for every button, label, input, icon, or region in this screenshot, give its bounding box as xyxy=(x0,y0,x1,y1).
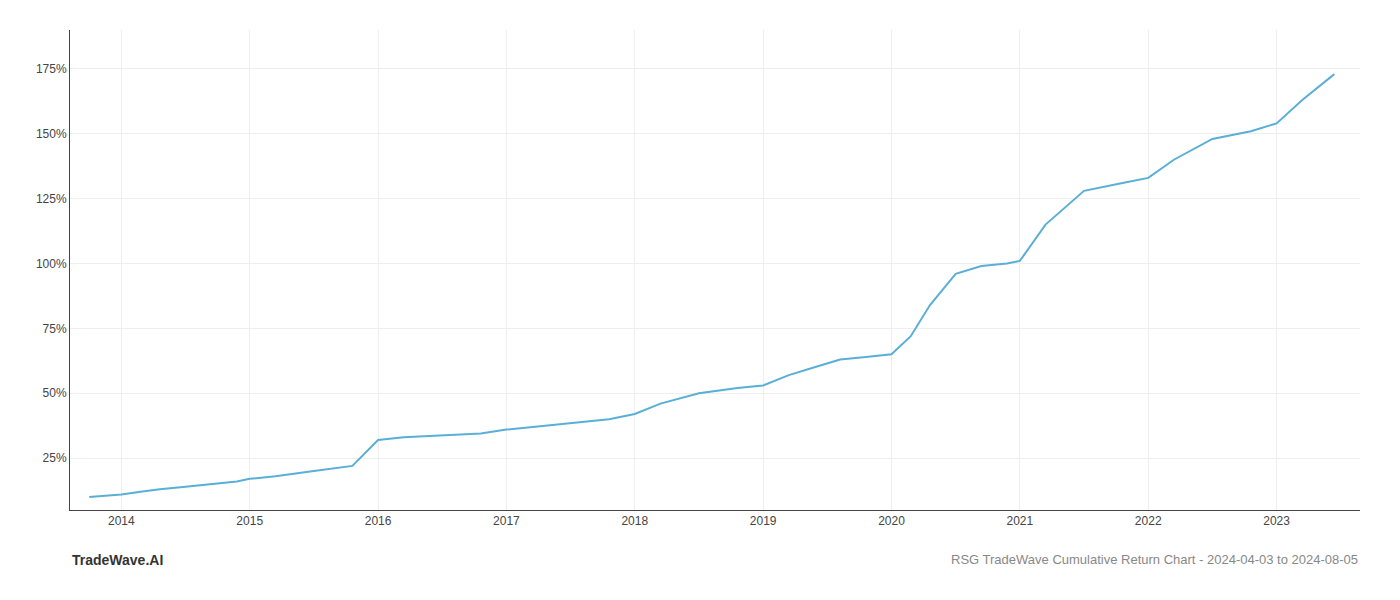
svg-text:2016: 2016 xyxy=(365,514,392,528)
svg-text:25%: 25% xyxy=(43,451,67,465)
svg-text:75%: 75% xyxy=(43,322,67,336)
svg-text:2018: 2018 xyxy=(621,514,648,528)
svg-text:2015: 2015 xyxy=(236,514,263,528)
svg-text:RSG TradeWave Cumulative Retur: RSG TradeWave Cumulative Return Chart - … xyxy=(951,552,1358,567)
svg-text:150%: 150% xyxy=(36,127,67,141)
svg-text:2014: 2014 xyxy=(108,514,135,528)
svg-text:50%: 50% xyxy=(43,386,67,400)
svg-text:2022: 2022 xyxy=(1135,514,1162,528)
svg-text:2019: 2019 xyxy=(750,514,777,528)
svg-text:2021: 2021 xyxy=(1006,514,1033,528)
svg-text:TradeWave.AI: TradeWave.AI xyxy=(72,552,163,568)
svg-text:2023: 2023 xyxy=(1263,514,1290,528)
svg-text:125%: 125% xyxy=(36,192,67,206)
svg-text:175%: 175% xyxy=(36,62,67,76)
svg-text:2020: 2020 xyxy=(878,514,905,528)
svg-text:2017: 2017 xyxy=(493,514,520,528)
svg-text:100%: 100% xyxy=(36,257,67,271)
